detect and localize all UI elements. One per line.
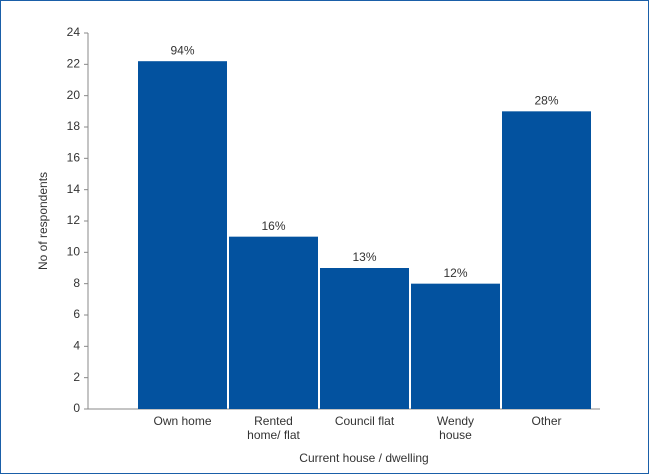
y-axis-title: No of respondents: [36, 172, 50, 270]
y-tick-label: 24: [67, 25, 81, 39]
x-tick-label: Council flat: [335, 414, 395, 428]
y-tick-label: 10: [67, 245, 81, 259]
bar-label: 16%: [261, 219, 285, 233]
bar: [138, 61, 227, 409]
bar-label: 94%: [170, 43, 194, 57]
y-tick-label: 16: [67, 151, 81, 165]
bar-label: 28%: [534, 94, 558, 108]
bar: [411, 283, 500, 409]
bar: [229, 236, 318, 409]
bar: [502, 111, 591, 409]
x-tick-label: Wendy house: [437, 414, 474, 442]
y-tick-label: 6: [73, 307, 80, 321]
y-tick-label: 18: [67, 119, 81, 133]
y-tick-label: 20: [67, 88, 81, 102]
y-tick-label: 4: [73, 339, 80, 353]
bar: [320, 268, 409, 409]
x-tick-label: Rented home/ flat: [247, 414, 300, 442]
y-tick-label: 12: [67, 213, 81, 227]
y-tick-label: 8: [73, 276, 80, 290]
bar-label: 13%: [352, 250, 376, 264]
y-tick-label: 14: [67, 182, 81, 196]
x-tick-label: Own home: [153, 414, 211, 428]
y-tick-label: 0: [73, 401, 80, 415]
y-tick-label: 22: [67, 57, 81, 71]
x-tick-label: Other: [531, 414, 561, 428]
x-axis-title: Current house / dwelling: [299, 451, 428, 465]
y-tick-label: 2: [73, 370, 80, 384]
bar-label: 12%: [443, 266, 467, 280]
